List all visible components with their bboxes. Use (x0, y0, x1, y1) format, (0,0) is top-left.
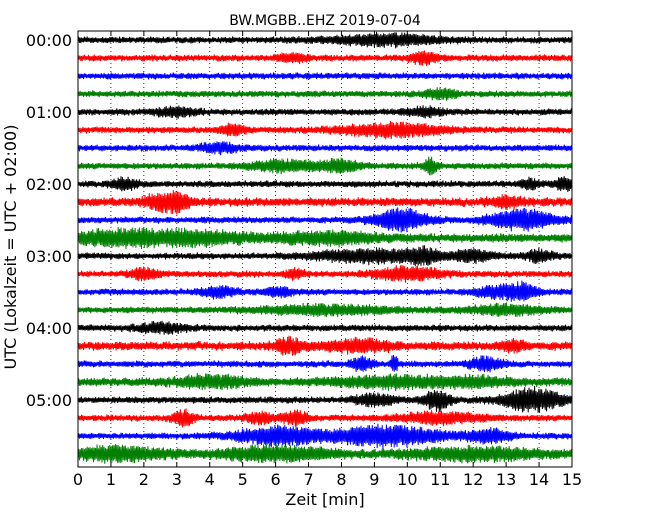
y-axis-ticks: 00:00 01:00 02:00 03:00 04:00 05:00 (26, 31, 572, 410)
x-tick-label: 0 (73, 470, 83, 489)
x-tick-label: 4 (205, 470, 215, 489)
trace-row-0000 (77, 31, 573, 49)
x-tick-label: 3 (172, 470, 182, 489)
x-tick-label: 6 (271, 470, 281, 489)
trace-row-0045 (77, 87, 573, 101)
y-tick-label: 00:00 (26, 31, 72, 50)
x-tick-label: 10 (397, 470, 417, 489)
trace-row-0530 (77, 423, 573, 449)
trace-row-0515 (77, 408, 573, 428)
trace-row-0115 (77, 120, 573, 140)
x-axis-label: Zeit [min] (285, 490, 364, 509)
x-tick-label: 2 (139, 470, 149, 489)
trace-row-0130 (77, 141, 573, 156)
trace-row-0315 (77, 265, 573, 283)
trace-row-0100 (77, 105, 573, 119)
chart-title: BW.MGBB..EHZ 2019-07-04 (229, 13, 421, 29)
x-tick-label: 14 (529, 470, 549, 489)
trace-row-0215 (77, 190, 573, 215)
x-tick-label: 12 (463, 470, 483, 489)
trace-row-0015 (77, 50, 573, 66)
trace-row-0330 (77, 280, 573, 302)
plot-frame (77, 30, 573, 468)
x-tick-label: 1 (106, 470, 116, 489)
trace-row-0445 (77, 373, 573, 392)
x-tick-label: 13 (496, 470, 516, 489)
y-axis-label: UTC (Lokalzeit = UTC + 02:00) (1, 125, 20, 370)
trace-row-0145 (77, 156, 573, 176)
y-tick-label: 04:00 (26, 319, 72, 338)
x-tick-label: 8 (336, 470, 346, 489)
trace-row-0545 (77, 444, 573, 464)
grid-lines (110, 31, 540, 467)
x-tick-label: 5 (238, 470, 248, 489)
y-tick-label: 02:00 (26, 175, 72, 194)
trace-row-0230 (77, 207, 573, 233)
trace-row-0030 (77, 72, 573, 80)
x-tick-label: 15 (562, 470, 582, 489)
trace-row-0345 (77, 302, 573, 318)
trace-row-0200 (77, 176, 573, 192)
trace-row-0430 (77, 354, 573, 373)
trace-row-0500 (77, 385, 573, 413)
y-tick-label: 03:00 (26, 247, 72, 266)
trace-row-0400 (77, 320, 573, 335)
x-axis-ticks: 0 1 2 3 4 5 6 7 8 9 10 11 12 13 14 15 (73, 31, 582, 489)
trace-layer (77, 31, 573, 464)
trace-row-0300 (77, 245, 573, 266)
y-tick-label: 01:00 (26, 103, 72, 122)
y-tick-label: 05:00 (26, 391, 72, 410)
x-tick-label: 7 (303, 470, 313, 489)
trace-row-0415 (77, 335, 573, 356)
x-tick-label: 9 (369, 470, 379, 489)
x-tick-label: 11 (430, 470, 450, 489)
trace-row-0245 (77, 226, 573, 250)
